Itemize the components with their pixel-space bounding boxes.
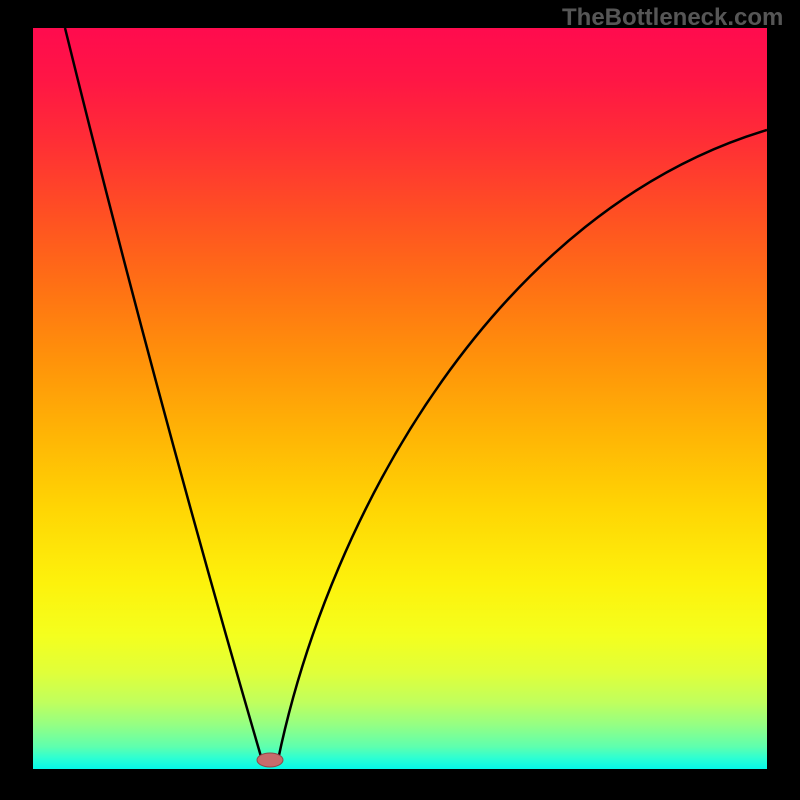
bottleneck-chart bbox=[0, 0, 800, 800]
minimum-marker bbox=[257, 753, 283, 767]
watermark-text: TheBottleneck.com bbox=[562, 4, 783, 32]
plot-background bbox=[33, 28, 767, 769]
